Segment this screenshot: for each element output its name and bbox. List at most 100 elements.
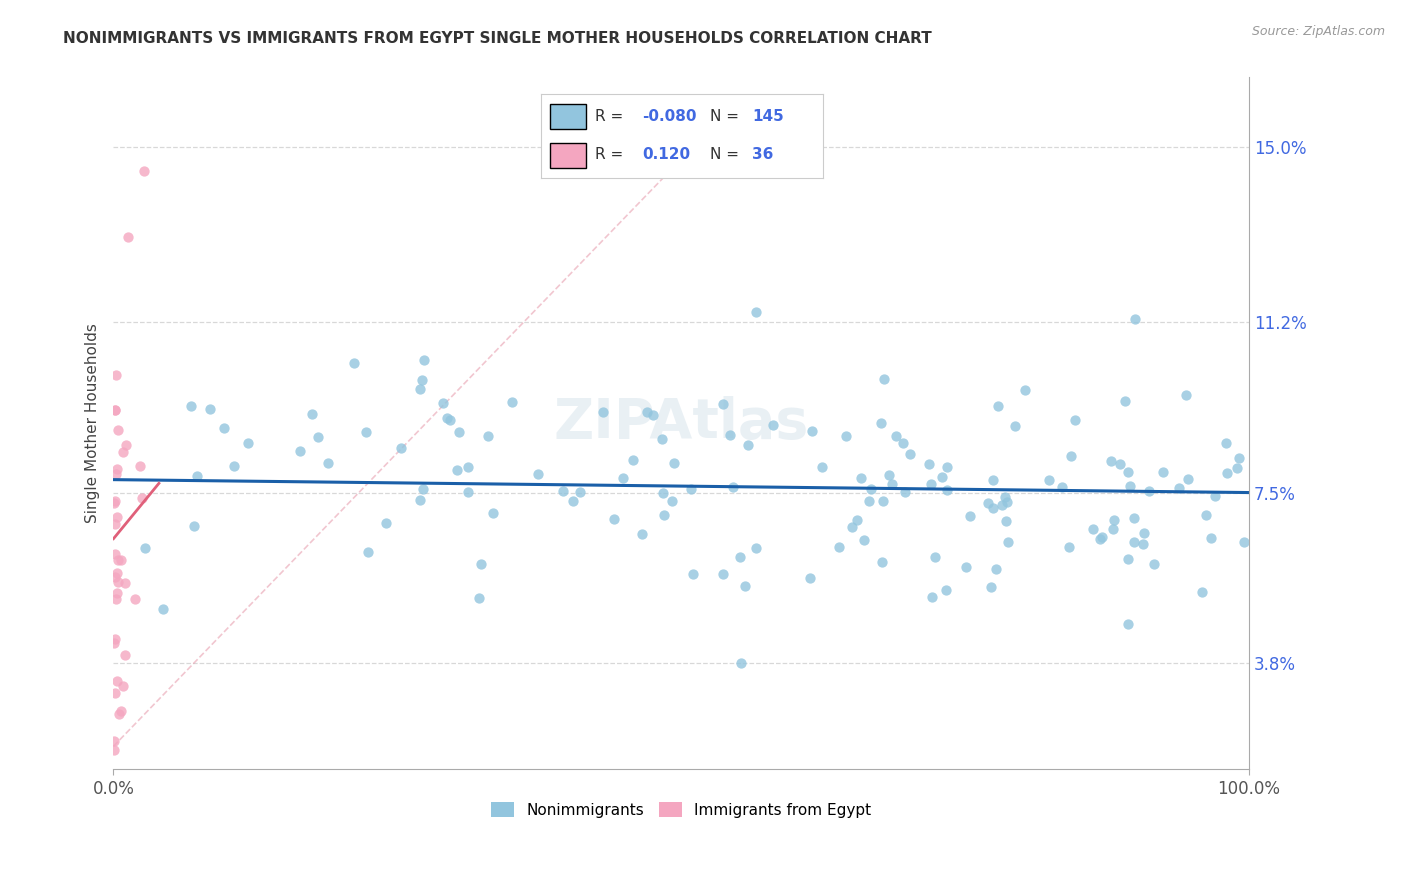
Point [636,405,658,419]
Point [841,520,863,534]
Point [107,574,129,589]
Point [1123,535,1146,549]
Point [1215,436,1237,450]
Point [1175,388,1198,402]
Point [409,382,432,396]
Point [132,164,155,178]
Point [872,555,894,569]
Point [104,632,127,646]
Point [935,459,957,474]
Point [1143,557,1166,571]
Point [457,485,479,500]
Point [681,482,703,496]
Point [1177,472,1199,486]
Point [470,557,492,571]
Point [103,734,125,748]
Point [357,545,380,559]
Point [955,559,977,574]
Point [859,483,882,497]
Point [921,590,943,604]
Point [114,648,136,663]
Point [408,492,430,507]
Point [858,493,880,508]
Point [835,429,858,443]
Point [212,421,235,435]
Point [527,467,550,482]
Point [845,513,868,527]
Point [828,540,851,554]
Point [1090,532,1112,546]
Point [880,477,903,491]
Point [134,541,156,555]
Point [104,570,127,584]
Point [924,549,946,564]
Point [105,510,128,524]
Point [1123,311,1146,326]
Point [997,535,1019,549]
Point [432,395,454,409]
Point [1063,413,1085,427]
Point [1233,535,1256,549]
Point [389,441,412,455]
Text: N =: N = [710,147,740,162]
Point [980,580,1002,594]
Point [870,416,893,430]
FancyBboxPatch shape [550,103,586,129]
Point [104,467,127,481]
Point [1123,511,1146,525]
Point [641,408,664,422]
Point [104,368,127,382]
Point [562,494,585,508]
Text: 145: 145 [752,109,785,124]
Point [1116,617,1139,632]
Point [711,397,734,411]
Point [935,583,957,598]
Point [186,468,208,483]
Point [1216,466,1239,480]
Point [111,679,134,693]
Point [894,484,917,499]
Point [995,494,1018,508]
Point [290,443,312,458]
Point [1133,525,1156,540]
Point [993,490,1015,504]
Point [1191,584,1213,599]
Point [354,425,377,439]
Text: R =: R = [595,109,623,124]
Point [1226,461,1249,475]
Point [1004,419,1026,434]
Point [412,482,434,496]
Point [131,491,153,506]
Point [935,483,957,497]
Point [984,561,1007,575]
Point [105,674,128,689]
Point [436,411,458,425]
Point [238,436,260,450]
Point [737,438,759,452]
Point [1152,465,1174,479]
Point [995,514,1018,528]
Point [111,445,134,459]
Point [1114,393,1136,408]
Point [110,552,132,566]
Point [103,402,125,417]
Point [931,469,953,483]
Point [114,438,136,452]
Point [734,579,756,593]
Point [104,494,127,508]
Text: ZIPAtlas: ZIPAtlas [554,396,808,450]
Point [1132,537,1154,551]
Point [1091,530,1114,544]
Point [477,429,499,443]
Point [745,305,768,319]
Point [592,404,614,418]
Point [104,517,127,532]
Point [987,399,1010,413]
Point [810,459,832,474]
Point [1102,522,1125,536]
Point [222,459,245,474]
Point [107,423,129,437]
Text: 36: 36 [752,147,773,162]
Point [652,485,675,500]
Point [853,533,876,547]
